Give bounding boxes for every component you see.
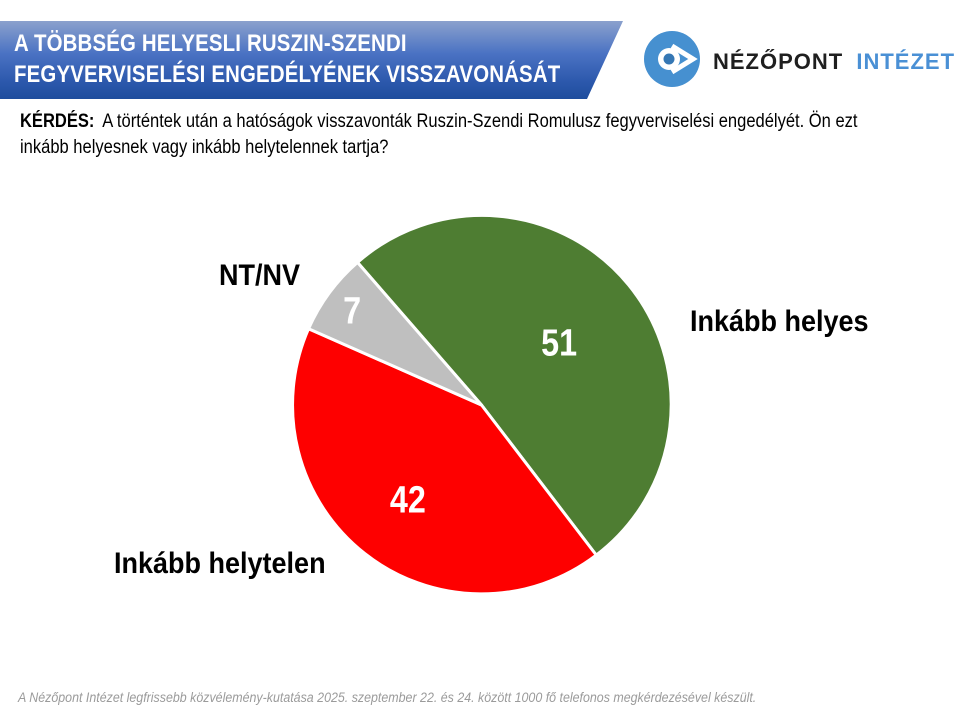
source-note: A Nézőpont Intézet legfrissebb közvélemé… [18, 690, 757, 705]
pie-label-inkabb-helytelen: Inkább helytelen [114, 547, 326, 580]
page-title-line1: A TÖBBSÉG HELYESLI RUSZIN-SZENDI [14, 30, 407, 57]
pie-slice-2 [307, 260, 483, 407]
pie-value-0: 51 [541, 322, 577, 364]
header-banner: A TÖBBSÉG HELYESLI RUSZIN-SZENDI FEGYVER… [0, 21, 623, 99]
pie-slice-1 [291, 327, 598, 596]
nezopont-eye-icon [644, 31, 700, 92]
logo-name-secondary: INTÉZET [856, 48, 956, 74]
logo-name-primary: NÉZŐPONT [713, 48, 844, 74]
pie-value-2: 7 [343, 290, 361, 332]
question-text: A történtek után a hatóságok visszavontá… [20, 111, 858, 158]
pie-label-nt-nv: NT/NV [219, 259, 300, 292]
page-title: A TÖBBSÉG HELYESLI RUSZIN-SZENDI FEGYVER… [14, 28, 560, 90]
page-title-line2: FEGYVERVISELÉSI ENGEDÉLYÉNEK VISSZAVONÁS… [14, 61, 561, 88]
survey-question: KÉRDÉS: A történtek után a hatóságok viss… [20, 109, 899, 161]
question-prefix-label: KÉRDÉS: [20, 111, 95, 132]
pie-label-inkabb-helyes: Inkább helyes [690, 305, 869, 338]
logo-wordmark: NÉZŐPONT INTÉZET [713, 49, 955, 75]
pie-slice-0 [356, 213, 673, 557]
nezopont-logo: NÉZŐPONT INTÉZET [644, 31, 955, 92]
pie-value-1: 42 [390, 479, 426, 521]
